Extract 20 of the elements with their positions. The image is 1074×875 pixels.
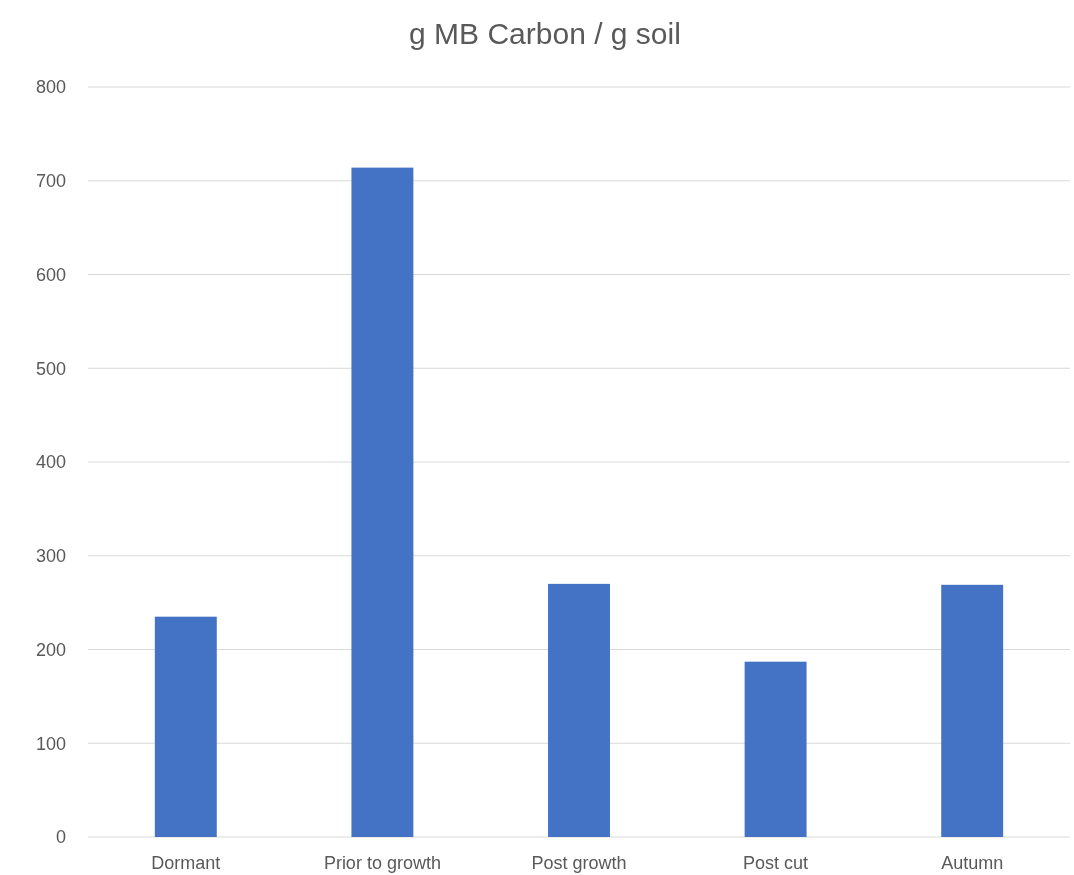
y-tick-label: 400 <box>35 452 66 473</box>
y-tick-label: 0 <box>55 827 66 848</box>
bar <box>744 661 807 837</box>
y-tick-label: 600 <box>35 264 66 285</box>
x-tick-label: Post growth <box>531 853 627 873</box>
x-tick-label: Autumn <box>941 853 1004 873</box>
y-tick-label: 200 <box>35 639 66 660</box>
y-tick-label: 500 <box>35 358 66 379</box>
x-tick-label: Post cut <box>743 853 809 873</box>
y-tick-label: 100 <box>35 733 66 754</box>
bar <box>351 167 414 837</box>
x-tick-label: Prior to growth <box>323 853 441 873</box>
bar <box>941 584 1004 837</box>
y-tick-label: 700 <box>35 171 66 192</box>
x-tick-label: Dormant <box>151 853 221 873</box>
y-tick-label: 800 <box>35 77 66 98</box>
bar <box>548 583 610 837</box>
bar <box>154 616 217 837</box>
y-tick-label: 300 <box>35 546 66 567</box>
chart-title: g MB Carbon / g soil <box>409 17 681 50</box>
